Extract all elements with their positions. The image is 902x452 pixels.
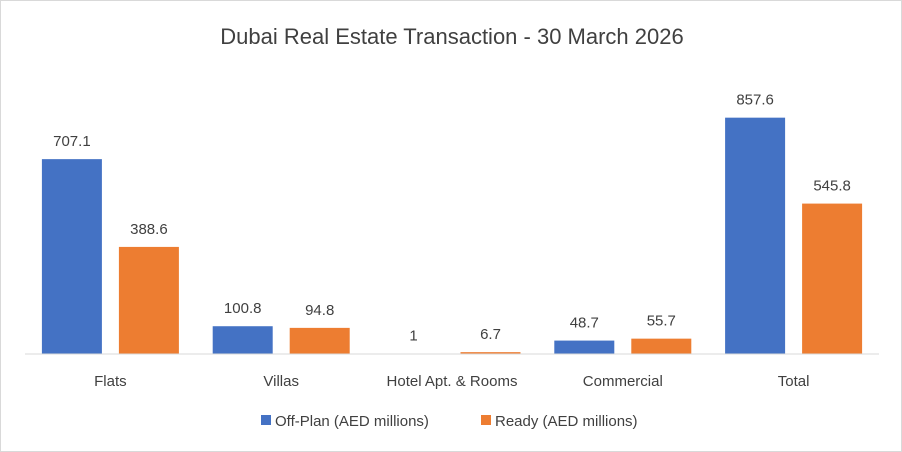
legend-swatch-ready	[481, 415, 491, 425]
legend-label-off-plan: Off-Plan (AED millions)	[275, 413, 429, 430]
bar-off-plan-commercial	[554, 340, 615, 354]
bar-ready-villas	[289, 327, 350, 354]
category-label: Flats	[94, 373, 127, 390]
data-label-off-plan-commercial: 48.7	[570, 315, 599, 332]
data-label-ready-villas: 94.8	[305, 302, 334, 319]
category-label: Commercial	[583, 373, 663, 390]
data-label-off-plan-villas: 100.8	[224, 300, 262, 317]
legend-label-ready: Ready (AED millions)	[495, 413, 638, 430]
legend: Off-Plan (AED millions) Ready (AED milli…	[261, 413, 638, 430]
data-label-off-plan-hotel-apt-rooms: 1	[409, 328, 417, 345]
bar-ready-flats	[118, 246, 179, 354]
chart-title: Dubai Real Estate Transaction - 30 March…	[220, 24, 683, 49]
bars-group	[41, 117, 863, 354]
bar-off-plan-flats	[41, 159, 102, 354]
legend-swatch-off-plan	[261, 415, 271, 425]
data-label-off-plan-total: 857.6	[736, 92, 774, 109]
data-label-ready-flats: 388.6	[130, 221, 168, 238]
category-label: Hotel Apt. & Rooms	[387, 373, 518, 390]
bar-ready-total	[802, 203, 863, 354]
bar-off-plan-total	[725, 117, 786, 354]
category-label: Total	[778, 373, 810, 390]
data-label-ready-commercial: 55.7	[647, 313, 676, 330]
data-label-off-plan-flats: 707.1	[53, 133, 91, 150]
bar-ready-hotel-apt-rooms	[460, 352, 521, 354]
category-labels-group: Flats Villas Hotel Apt. & Rooms Commercial T…	[94, 373, 809, 390]
data-label-ready-total: 545.8	[813, 178, 851, 195]
bar-ready-commercial	[631, 338, 692, 354]
category-label: Villas	[263, 373, 299, 390]
data-labels-group: 707.1 388.6 100.8 94.8 1 6.7 48.7 55.7 857.6 545.…	[53, 92, 851, 345]
data-label-ready-hotel-apt-rooms: 6.7	[480, 326, 501, 343]
bar-off-plan-villas	[212, 326, 273, 354]
